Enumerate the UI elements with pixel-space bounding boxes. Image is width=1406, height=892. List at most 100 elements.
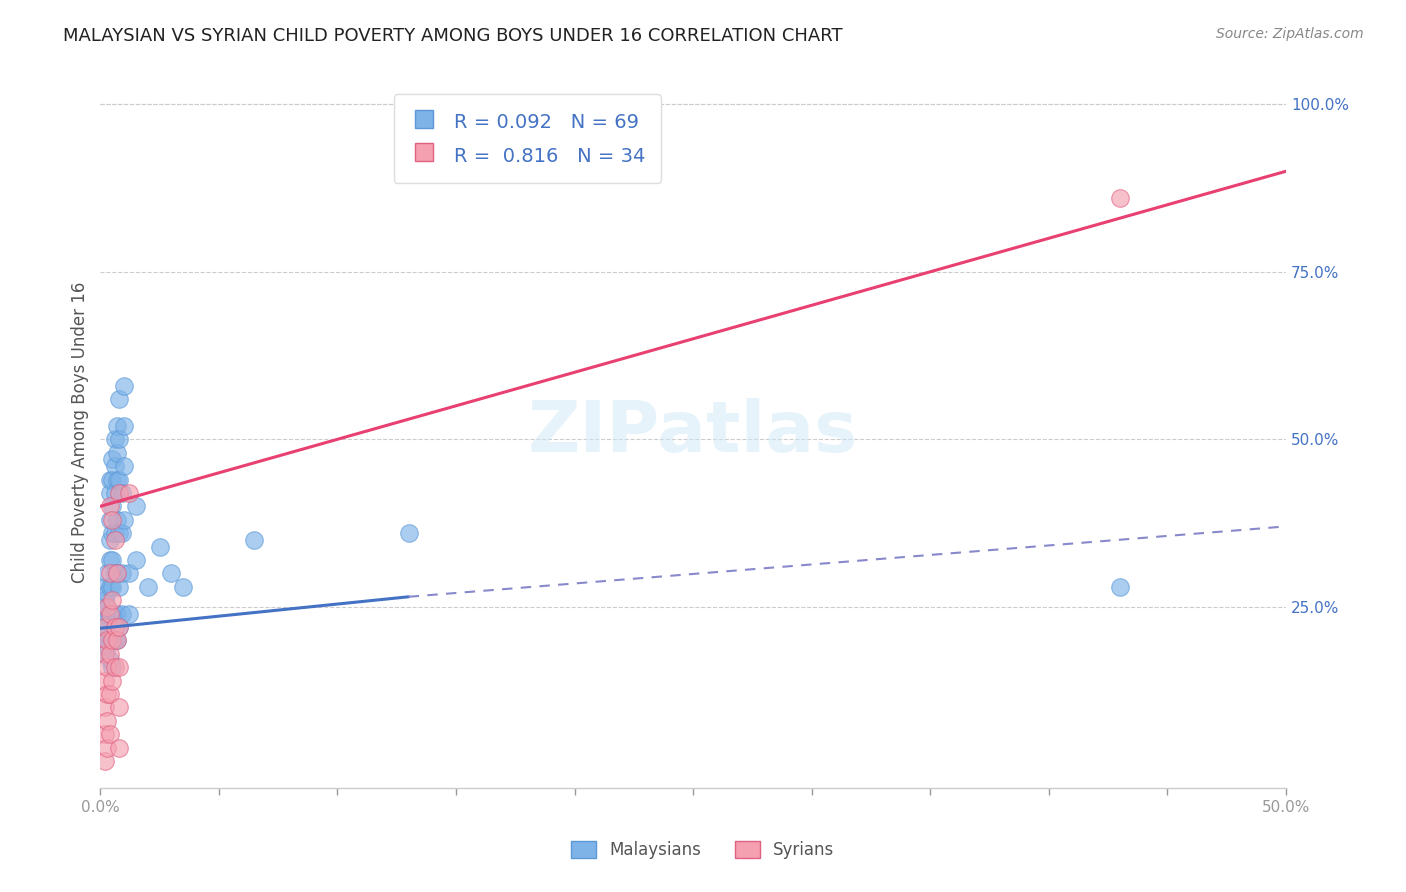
Point	[101, 607, 124, 621]
Point	[243, 533, 266, 547]
Point	[103, 633, 125, 648]
Point	[101, 513, 124, 527]
Point	[112, 459, 135, 474]
Point	[98, 513, 121, 527]
Point	[96, 714, 118, 728]
Point	[98, 500, 121, 514]
Point	[94, 700, 117, 714]
Point	[94, 620, 117, 634]
Point	[108, 486, 131, 500]
Point	[96, 687, 118, 701]
Point	[105, 566, 128, 581]
Point	[105, 633, 128, 648]
Point	[96, 613, 118, 627]
Point	[105, 607, 128, 621]
Point	[94, 580, 117, 594]
Point	[94, 673, 117, 688]
Point	[96, 633, 118, 648]
Point	[94, 647, 117, 661]
Point	[1109, 191, 1132, 205]
Point	[108, 740, 131, 755]
Point	[96, 740, 118, 755]
Point	[108, 473, 131, 487]
Point	[103, 660, 125, 674]
Point	[398, 526, 420, 541]
Point	[101, 673, 124, 688]
Text: Source: ZipAtlas.com: Source: ZipAtlas.com	[1216, 27, 1364, 41]
Point	[94, 727, 117, 741]
Point	[101, 473, 124, 487]
Point	[103, 533, 125, 547]
Text: ZIPatlas: ZIPatlas	[529, 398, 858, 467]
Point	[118, 486, 141, 500]
Point	[108, 392, 131, 406]
Point	[111, 526, 134, 541]
Point	[103, 566, 125, 581]
Point	[98, 553, 121, 567]
Point	[108, 580, 131, 594]
Point	[105, 513, 128, 527]
Point	[98, 566, 121, 581]
Point	[111, 607, 134, 621]
Point	[136, 580, 159, 594]
Point	[101, 553, 124, 567]
Point	[96, 626, 118, 640]
Point	[98, 727, 121, 741]
Point	[101, 593, 124, 607]
Point	[94, 754, 117, 768]
Point	[108, 660, 131, 674]
Point	[112, 513, 135, 527]
Point	[108, 526, 131, 541]
Point	[108, 432, 131, 446]
Legend: R = 0.092   N = 69, R =  0.816   N = 34: R = 0.092 N = 69, R = 0.816 N = 34	[394, 95, 661, 183]
Point	[96, 599, 118, 614]
Point	[125, 500, 148, 514]
Point	[94, 647, 117, 661]
Point	[118, 566, 141, 581]
Point	[98, 580, 121, 594]
Point	[108, 700, 131, 714]
Point	[149, 540, 172, 554]
Point	[94, 633, 117, 648]
Point	[96, 640, 118, 654]
Point	[1109, 580, 1132, 594]
Point	[103, 432, 125, 446]
Point	[103, 526, 125, 541]
Point	[112, 378, 135, 392]
Point	[98, 533, 121, 547]
Point	[101, 633, 124, 648]
Point	[105, 473, 128, 487]
Point	[96, 660, 118, 674]
Point	[101, 452, 124, 467]
Point	[103, 486, 125, 500]
Point	[105, 566, 128, 581]
Point	[98, 486, 121, 500]
Point	[112, 418, 135, 433]
Point	[98, 473, 121, 487]
Point	[96, 599, 118, 614]
Y-axis label: Child Poverty Among Boys Under 16: Child Poverty Among Boys Under 16	[72, 282, 89, 583]
Point	[101, 526, 124, 541]
Text: MALAYSIAN VS SYRIAN CHILD POVERTY AMONG BOYS UNDER 16 CORRELATION CHART: MALAYSIAN VS SYRIAN CHILD POVERTY AMONG …	[63, 27, 842, 45]
Point	[108, 620, 131, 634]
Point	[94, 593, 117, 607]
Point	[98, 607, 121, 621]
Point	[98, 607, 121, 621]
Point	[118, 607, 141, 621]
Point	[98, 653, 121, 667]
Point	[105, 633, 128, 648]
Point	[96, 586, 118, 600]
Point	[108, 620, 131, 634]
Point	[94, 607, 117, 621]
Point	[125, 553, 148, 567]
Point	[103, 607, 125, 621]
Point	[98, 633, 121, 648]
Point	[105, 418, 128, 433]
Point	[101, 633, 124, 648]
Point	[103, 620, 125, 634]
Legend: Malaysians, Syrians: Malaysians, Syrians	[565, 834, 841, 866]
Point	[98, 647, 121, 661]
Point	[94, 620, 117, 634]
Point	[101, 500, 124, 514]
Point	[98, 687, 121, 701]
